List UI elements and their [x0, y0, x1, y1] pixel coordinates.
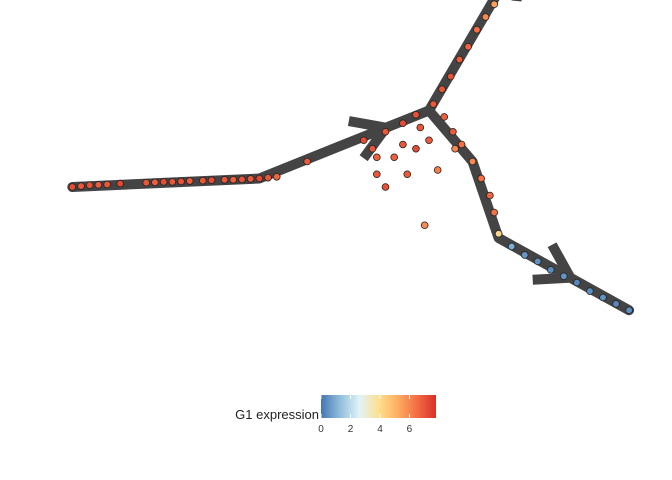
data-point	[416, 123, 425, 132]
data-point	[185, 177, 194, 185]
colorbar-tick-label: 2	[348, 424, 354, 435]
data-point	[77, 182, 85, 190]
data-point	[486, 191, 494, 200]
data-point	[560, 272, 568, 281]
data-point	[229, 175, 238, 184]
data-point	[490, 208, 499, 217]
colorbar-tick-label: 4	[377, 424, 383, 435]
colorbar-legend: G1 expression 0 2 4 6	[235, 395, 436, 435]
trajectory-branch-2	[424, 0, 500, 116]
data-point	[455, 55, 464, 64]
data-point	[255, 174, 264, 183]
data-point	[612, 300, 620, 308]
data-point	[116, 179, 124, 188]
data-point	[403, 170, 412, 179]
data-point	[425, 136, 433, 145]
data-point	[390, 153, 399, 162]
data-point	[207, 176, 216, 185]
data-point	[433, 166, 442, 174]
colorbar-tick-label: 6	[407, 424, 413, 435]
data-point	[464, 42, 472, 51]
data-point	[625, 306, 633, 315]
data-point	[451, 144, 459, 153]
data-point	[359, 136, 368, 145]
data-point	[168, 178, 177, 186]
data-point	[599, 293, 607, 302]
data-point	[238, 175, 246, 184]
data-point	[399, 140, 407, 149]
data-point	[473, 25, 481, 34]
colorbar-ticks: 0 2 4 6	[318, 395, 413, 435]
data-point	[264, 173, 272, 182]
data-point	[481, 13, 490, 21]
data-point	[420, 221, 429, 230]
data-point	[429, 100, 438, 108]
data-point	[520, 251, 529, 259]
points-layer	[68, 0, 633, 315]
data-point	[533, 257, 542, 266]
data-point	[381, 127, 390, 136]
trajectory-branch-3	[424, 105, 635, 316]
data-point	[199, 176, 207, 185]
data-point	[457, 140, 466, 149]
data-point	[412, 144, 420, 153]
data-point	[85, 181, 94, 190]
data-point	[151, 178, 159, 187]
data-point	[494, 229, 503, 238]
data-point	[399, 119, 407, 128]
trajectory-arrow-3	[532, 242, 579, 285]
colorbar-gradient	[321, 395, 436, 418]
data-point	[246, 175, 255, 183]
data-point	[303, 157, 312, 166]
data-point	[490, 0, 499, 9]
data-point	[586, 287, 594, 295]
data-point	[368, 144, 377, 153]
data-point	[103, 180, 111, 189]
data-point	[177, 177, 185, 186]
data-point	[507, 242, 516, 251]
data-point	[381, 183, 390, 191]
data-point	[159, 178, 168, 186]
data-point	[446, 72, 455, 81]
data-point	[438, 85, 446, 94]
colorbar-tick-label: 0	[318, 424, 324, 435]
data-point	[142, 178, 151, 187]
data-point	[573, 278, 581, 287]
data-point	[468, 157, 477, 166]
data-point	[449, 127, 457, 136]
data-point	[94, 181, 103, 189]
data-point	[68, 183, 77, 191]
data-point	[412, 110, 420, 119]
data-point	[546, 266, 555, 274]
data-point	[440, 113, 449, 121]
trajectory-layer	[67, 0, 635, 316]
data-point	[220, 175, 229, 184]
data-point	[372, 170, 381, 179]
colorbar-title: G1 expression	[235, 407, 319, 422]
data-point	[477, 174, 486, 183]
data-point	[372, 153, 381, 162]
data-point	[272, 173, 281, 181]
